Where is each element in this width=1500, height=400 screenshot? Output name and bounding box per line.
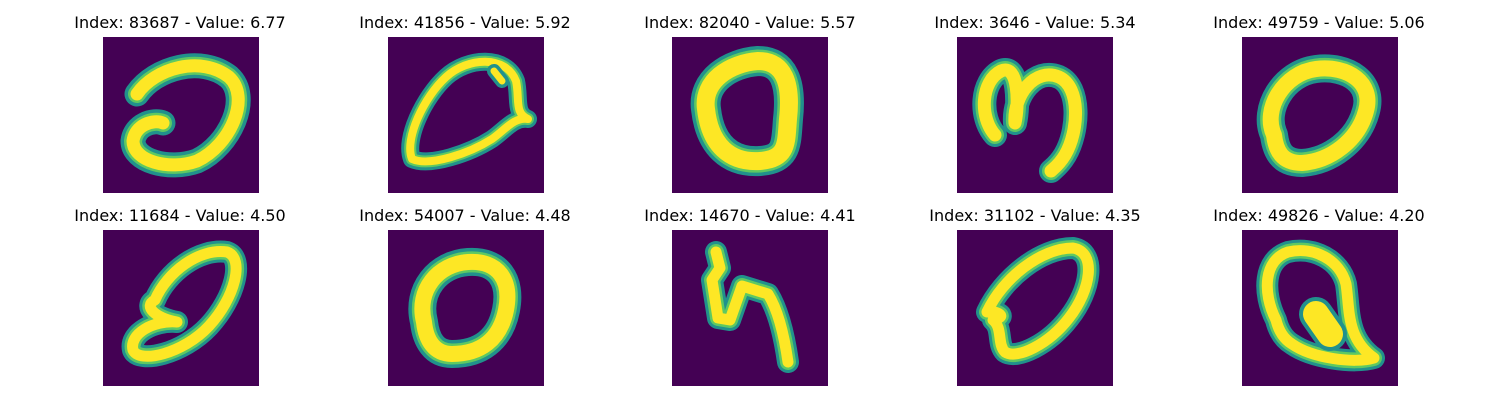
- digit-stroke-core: [490, 67, 506, 85]
- digit-image: [1242, 37, 1398, 193]
- digit-image: [672, 230, 828, 386]
- panel-title: Index: 54007 - Value: 4.48: [359, 206, 571, 225]
- digit-stroke-core: [981, 242, 1094, 360]
- digit-image: [103, 230, 259, 386]
- digit-image: [388, 37, 544, 193]
- digit-stroke-core: [1262, 60, 1376, 171]
- digit-stroke-core: [414, 253, 516, 362]
- digit-stroke-core: [706, 246, 794, 368]
- digit-image: [103, 37, 259, 193]
- panel-title: Index: 49759 - Value: 5.06: [1213, 13, 1425, 32]
- digit-image: [1242, 230, 1398, 386]
- digit-stroke-core: [696, 52, 798, 171]
- digit-stroke-core: [127, 246, 242, 362]
- digit-stroke-core: [977, 63, 1082, 178]
- panel-title: Index: 11684 - Value: 4.50: [74, 206, 286, 225]
- digit-image: [957, 230, 1113, 386]
- panel-title: Index: 14670 - Value: 4.41: [644, 206, 856, 225]
- digit-image: [388, 230, 544, 386]
- image-background: [672, 230, 828, 386]
- digit-image: [672, 37, 828, 193]
- digit-stroke-core: [1261, 245, 1380, 366]
- digit-image: [957, 37, 1113, 193]
- panel-title: Index: 82040 - Value: 5.57: [644, 13, 856, 32]
- panel-title: Index: 3646 - Value: 5.34: [934, 13, 1136, 32]
- digit-stroke-core: [126, 59, 245, 172]
- panel-title: Index: 83687 - Value: 6.77: [74, 13, 286, 32]
- digit-stroke-core: [1303, 301, 1343, 347]
- digit-stroke-core: [406, 57, 532, 166]
- panel-title: Index: 49826 - Value: 4.20: [1213, 206, 1425, 225]
- panel-title: Index: 31102 - Value: 4.35: [929, 206, 1141, 225]
- panel-title: Index: 41856 - Value: 5.92: [359, 13, 571, 32]
